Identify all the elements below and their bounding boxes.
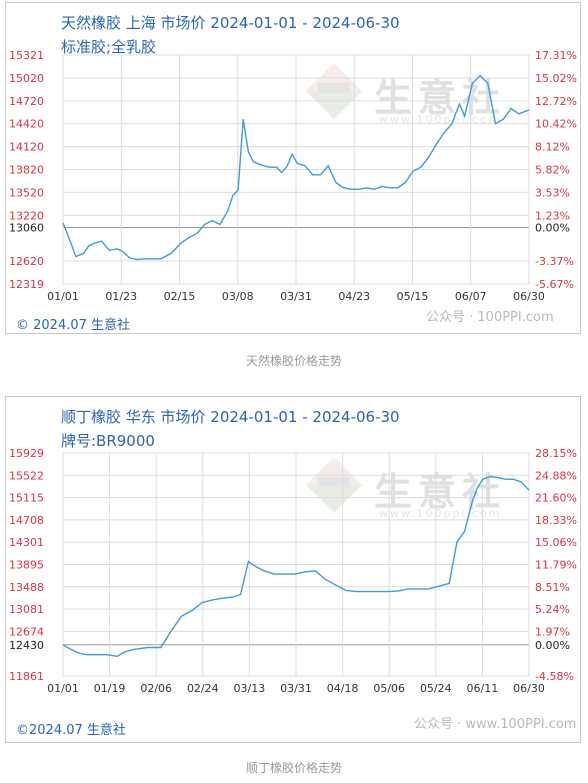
y-right-tick-label: 8.51% (535, 581, 570, 594)
x-tick-label: 02/06 (140, 682, 172, 695)
y-right-tick-label: 5.24% (535, 603, 570, 616)
y-tick-label: 13520 (9, 186, 44, 199)
y-right-tick-label: -5.67% (535, 278, 574, 291)
price-series-line (62, 475, 530, 658)
x-tick-label: 03/13 (234, 682, 266, 695)
x-tick-label: 06/30 (513, 290, 545, 303)
wechat-watermark: 公众号 · www.100PPI.com (414, 717, 577, 732)
y-tick-label: 12674 (9, 625, 44, 638)
logo-watermark: 生意社 www.100ppi.com (304, 455, 588, 520)
x-tick-label: 05/24 (420, 682, 452, 695)
logo-watermark: 生意社 www.100ppi.com (304, 61, 588, 126)
x-tick-label: 05/15 (397, 290, 429, 303)
y-tick-label: 12319 (9, 278, 44, 291)
y-right-tick-label: 17.31% (535, 49, 577, 62)
x-tick-label: 01/01 (47, 290, 79, 303)
y-right-tick-label: 3.53% (535, 186, 570, 199)
y-tick-label: 13488 (9, 581, 44, 594)
line-chart: 12319 -5.67% 12620 -3.37% 13060 0.00% 13220 1.2… (9, 49, 577, 303)
chart-caption: 顺丁橡胶价格走势 (245, 761, 342, 775)
y-tick-label: 14708 (9, 514, 44, 527)
copyright-text: ©2024.07 生意社 (16, 723, 126, 738)
y-right-tick-label: 1.23% (535, 209, 570, 222)
x-tick-label: 03/31 (280, 290, 312, 303)
y-right-tick-label: 15.02% (535, 72, 577, 85)
x-tick-label: 06/30 (513, 682, 545, 695)
x-tick-label: 05/06 (373, 682, 405, 695)
wechat-watermark: 公众号 · 100PPI.com (426, 310, 554, 325)
y-right-tick-label: -4.58% (535, 670, 574, 683)
y-right-tick-label: 1.97% (535, 625, 570, 638)
chart-panel-natural-rubber: 生意社 www.100ppi.com 天然橡胶 上海 市场价 2024-01-0… (5, 2, 581, 334)
y-right-tick-label: 5.82% (535, 164, 570, 177)
y-tick-label: 13820 (9, 164, 44, 177)
chart-subtitle: 牌号:BR9000 (61, 432, 155, 450)
x-tick-label: 06/07 (455, 290, 487, 303)
y-right-tick-label: 15.06% (535, 536, 577, 549)
x-tick-label: 03/31 (280, 682, 312, 695)
logo-icon (306, 457, 362, 513)
chart-subtitle: 标准胶;全乳胶 (61, 38, 157, 56)
y-tick-label: 14420 (9, 118, 44, 131)
x-tick-label: 03/08 (222, 290, 254, 303)
y-right-tick-label: -3.37% (535, 255, 574, 268)
chart-title: 天然橡胶 上海 市场价 2024-01-01 - 2024-06-30 (61, 14, 400, 32)
y-tick-label: 13060 (9, 221, 44, 234)
y-tick-label: 11861 (9, 670, 44, 683)
y-tick-label: 15020 (9, 72, 44, 85)
y-right-tick-label: 12.72% (535, 95, 577, 108)
x-tick-label: 02/15 (164, 290, 196, 303)
logo-url: www.100ppi.com (379, 113, 502, 126)
y-right-tick-label: 24.88% (535, 469, 577, 482)
copyright-text: © 2024.07 生意社 (16, 318, 131, 333)
y-right-tick-label: 0.00% (535, 639, 570, 652)
x-tick-label: 01/19 (94, 682, 126, 695)
y-tick-label: 14720 (9, 95, 44, 108)
y-right-tick-label: 21.60% (535, 492, 577, 505)
logo-text: 生意社 (374, 470, 507, 514)
y-tick-label: 12430 (9, 639, 44, 652)
x-tick-label: 01/01 (47, 682, 79, 695)
y-tick-label: 15115 (9, 492, 44, 505)
x-tick-label: 04/23 (338, 290, 370, 303)
y-tick-label: 12620 (9, 255, 44, 268)
y-right-tick-label: 0.00% (535, 221, 570, 234)
x-tick-label: 01/23 (105, 290, 137, 303)
x-tick-label: 04/18 (327, 682, 359, 695)
chart-caption: 天然橡胶价格走势 (245, 354, 342, 368)
y-tick-label: 15522 (9, 469, 44, 482)
y-right-tick-label: 10.42% (535, 118, 577, 131)
y-tick-label: 13895 (9, 559, 44, 572)
y-tick-label: 15321 (9, 49, 44, 62)
y-tick-label: 13081 (9, 603, 44, 616)
x-tick-label: 02/24 (187, 682, 219, 695)
y-tick-label: 14301 (9, 536, 44, 549)
logo-text: 生意社 (374, 76, 507, 120)
y-tick-label: 15929 (9, 447, 44, 460)
chart-title: 顺丁橡胶 华东 市场价 2024-01-01 - 2024-06-30 (61, 408, 400, 426)
y-right-tick-label: 28.15% (535, 447, 577, 460)
y-right-tick-label: 11.79% (535, 559, 577, 572)
y-right-tick-label: 18.33% (535, 514, 577, 527)
price-series-line (62, 74, 530, 261)
y-tick-label: 13220 (9, 209, 44, 222)
chart-panel-butadiene-rubber: 生意社 www.100ppi.com 顺丁橡胶 华东 市场价 2024-01-0… (5, 396, 581, 743)
line-chart: 11861 -4.58% 12430 0.00% 12674 1.97% 13081 5.24… (9, 447, 577, 695)
x-tick-label: 06/11 (467, 682, 499, 695)
y-right-tick-label: 8.12% (535, 141, 570, 154)
logo-icon (306, 63, 362, 119)
y-tick-label: 14120 (9, 141, 44, 154)
